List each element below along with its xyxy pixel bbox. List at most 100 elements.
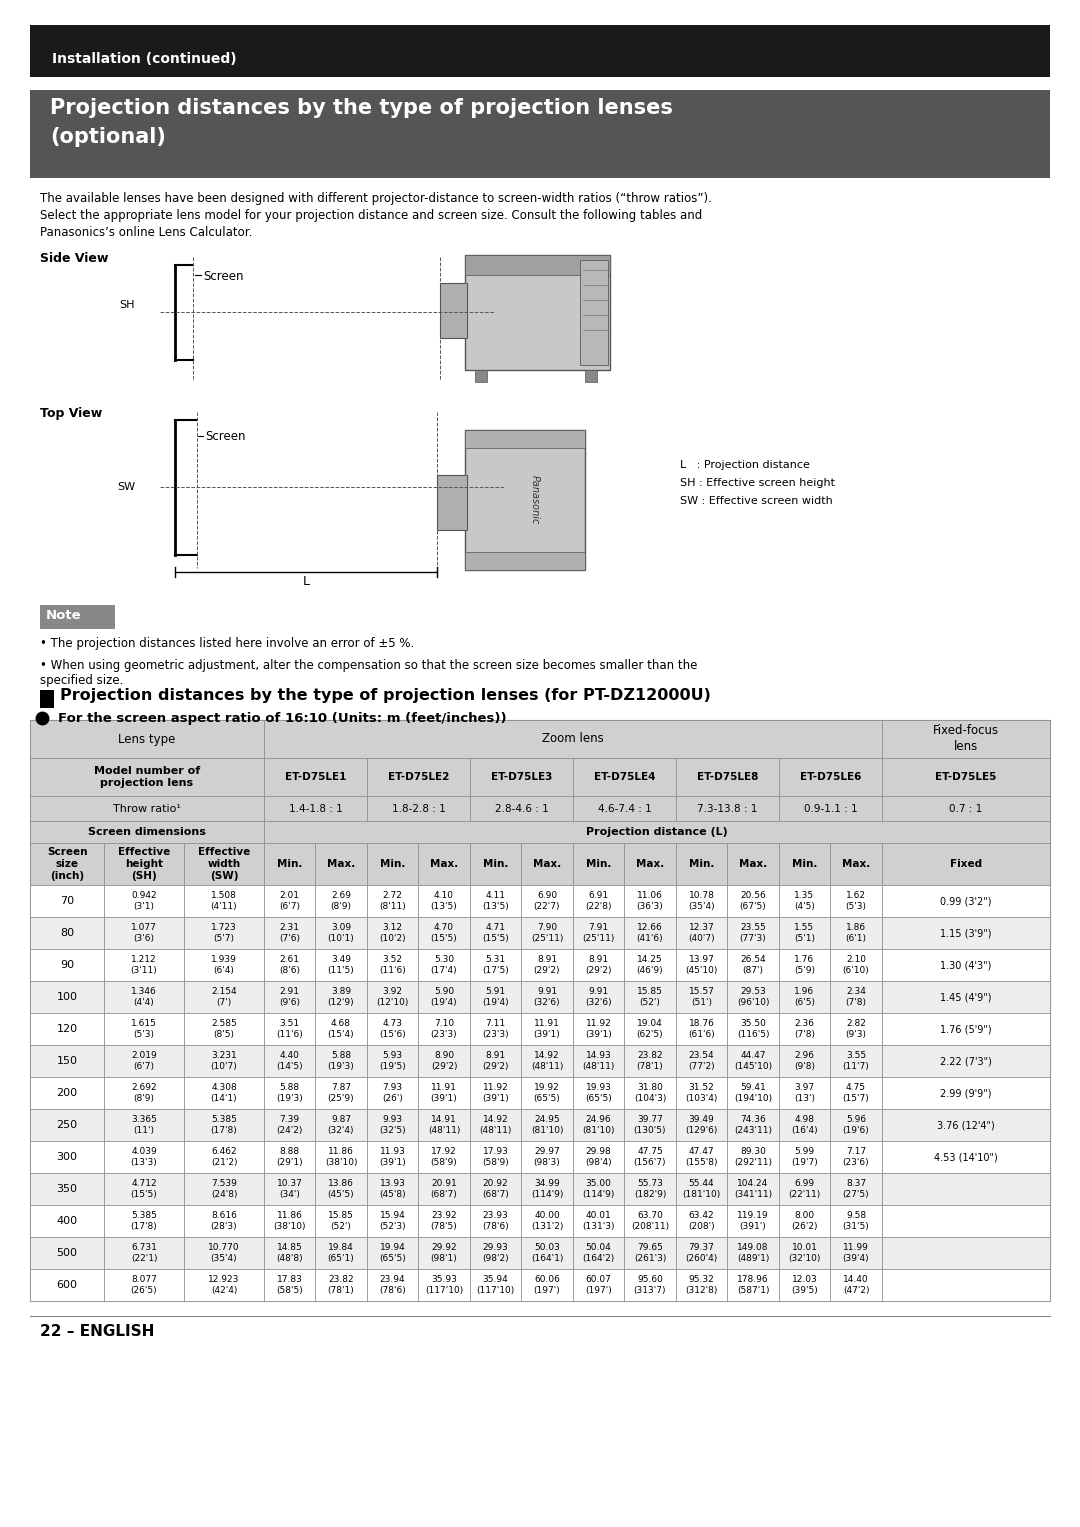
Text: 74.36
(243'11): 74.36 (243'11) xyxy=(734,1115,772,1135)
Bar xyxy=(30,1173,104,1205)
Bar xyxy=(367,1237,418,1269)
Text: 55.73
(182'9): 55.73 (182'9) xyxy=(634,1179,666,1199)
Bar xyxy=(367,1141,418,1173)
Bar xyxy=(264,1077,315,1109)
Bar xyxy=(882,796,1050,822)
Bar xyxy=(779,1269,831,1301)
Bar xyxy=(104,1109,184,1141)
Bar xyxy=(831,980,882,1012)
Bar xyxy=(470,918,521,948)
Bar xyxy=(418,1044,470,1077)
Bar xyxy=(315,1205,367,1237)
Bar xyxy=(470,843,521,886)
Bar xyxy=(0,0,1080,24)
Text: 40.00
(131'2): 40.00 (131'2) xyxy=(530,1211,563,1231)
Text: 23.55
(77'3): 23.55 (77'3) xyxy=(740,924,767,942)
Text: 15.85
(52'): 15.85 (52') xyxy=(328,1211,354,1231)
Bar xyxy=(882,918,1050,948)
Text: 59.41
(194'10): 59.41 (194'10) xyxy=(734,1083,772,1102)
Bar xyxy=(184,1012,264,1044)
Text: 8.91
(29'2): 8.91 (29'2) xyxy=(585,956,611,974)
Bar xyxy=(264,1173,315,1205)
Text: Note: Note xyxy=(46,609,82,621)
Bar xyxy=(30,1077,104,1109)
Text: 8.91
(29'2): 8.91 (29'2) xyxy=(483,1051,509,1070)
Bar xyxy=(521,1173,573,1205)
Text: 2.34
(7'8): 2.34 (7'8) xyxy=(846,988,866,1006)
Bar xyxy=(676,1044,727,1077)
Bar xyxy=(831,948,882,980)
Bar xyxy=(831,1237,882,1269)
Bar xyxy=(573,1012,624,1044)
Text: 11.91
(39'1): 11.91 (39'1) xyxy=(431,1083,457,1102)
Bar xyxy=(882,843,1050,886)
Bar xyxy=(315,886,367,918)
Text: 2.019
(6'7): 2.019 (6'7) xyxy=(131,1051,157,1070)
Bar xyxy=(315,1044,367,1077)
Text: Max.: Max. xyxy=(636,860,664,869)
Bar xyxy=(573,1205,624,1237)
Bar xyxy=(779,1012,831,1044)
Text: 12.37
(40'7): 12.37 (40'7) xyxy=(688,924,715,942)
Bar xyxy=(779,1237,831,1269)
Text: 4.98
(16'4): 4.98 (16'4) xyxy=(792,1115,818,1135)
Bar xyxy=(521,948,573,980)
Text: 5.88
(19'3): 5.88 (19'3) xyxy=(276,1083,302,1102)
Bar xyxy=(831,1077,882,1109)
Text: 5.385
(17'8): 5.385 (17'8) xyxy=(131,1211,158,1231)
Text: 1.4-1.8 : 1: 1.4-1.8 : 1 xyxy=(288,803,342,814)
Text: Max.: Max. xyxy=(739,860,767,869)
Bar xyxy=(104,886,184,918)
Text: SH : Effective screen height: SH : Effective screen height xyxy=(680,478,835,489)
Bar xyxy=(104,1237,184,1269)
Text: 250: 250 xyxy=(56,1119,78,1130)
Text: 120: 120 xyxy=(56,1025,78,1034)
Bar xyxy=(104,1012,184,1044)
Text: 29.97
(98'3): 29.97 (98'3) xyxy=(534,1147,561,1167)
Text: Top View: Top View xyxy=(40,408,103,420)
Bar xyxy=(367,1109,418,1141)
Bar xyxy=(437,475,467,530)
Text: 24.96
(81'10): 24.96 (81'10) xyxy=(582,1115,615,1135)
Bar xyxy=(676,948,727,980)
Text: 2.99 (9'9"): 2.99 (9'9") xyxy=(941,1089,991,1098)
Bar xyxy=(315,1109,367,1141)
Text: ET-D75LE1: ET-D75LE1 xyxy=(285,773,347,782)
Bar xyxy=(418,1077,470,1109)
Bar xyxy=(470,1141,521,1173)
Bar xyxy=(465,431,585,447)
Text: 47.75
(156'7): 47.75 (156'7) xyxy=(634,1147,666,1167)
Bar xyxy=(727,980,779,1012)
Bar xyxy=(882,980,1050,1012)
Bar xyxy=(573,1269,624,1301)
Text: Projection distances by the type of projection lenses (for PT-DZ12000U): Projection distances by the type of proj… xyxy=(60,689,711,702)
Text: 35.50
(116'5): 35.50 (116'5) xyxy=(737,1020,769,1038)
Text: 10.78
(35'4): 10.78 (35'4) xyxy=(688,892,715,910)
Text: Max.: Max. xyxy=(430,860,458,869)
Text: 1.45 (4'9"): 1.45 (4'9") xyxy=(941,993,991,1002)
Bar xyxy=(184,1044,264,1077)
Bar xyxy=(882,1044,1050,1077)
Bar xyxy=(418,918,470,948)
Bar xyxy=(573,886,624,918)
Text: 39.77
(130'5): 39.77 (130'5) xyxy=(634,1115,666,1135)
Bar xyxy=(727,1141,779,1173)
Text: 2.31
(7'6): 2.31 (7'6) xyxy=(279,924,300,942)
Bar xyxy=(104,1205,184,1237)
Text: 14.92
(48'11): 14.92 (48'11) xyxy=(480,1115,512,1135)
Bar xyxy=(104,948,184,980)
Text: 11.92
(39'1): 11.92 (39'1) xyxy=(482,1083,509,1102)
Bar xyxy=(727,1173,779,1205)
Text: ET-D75LE6: ET-D75LE6 xyxy=(800,773,861,782)
Text: 19.92
(65'5): 19.92 (65'5) xyxy=(534,1083,561,1102)
Text: 0.99 (3'2"): 0.99 (3'2") xyxy=(941,896,991,906)
Bar xyxy=(521,1269,573,1301)
Text: Side View: Side View xyxy=(40,252,108,266)
Bar xyxy=(624,918,676,948)
Bar xyxy=(580,260,608,365)
Bar xyxy=(264,918,315,948)
Text: 5.90
(19'4): 5.90 (19'4) xyxy=(431,988,457,1006)
Text: 11.86
(38'10): 11.86 (38'10) xyxy=(325,1147,357,1167)
Text: 2.69
(8'9): 2.69 (8'9) xyxy=(330,892,351,910)
Bar xyxy=(831,1173,882,1205)
